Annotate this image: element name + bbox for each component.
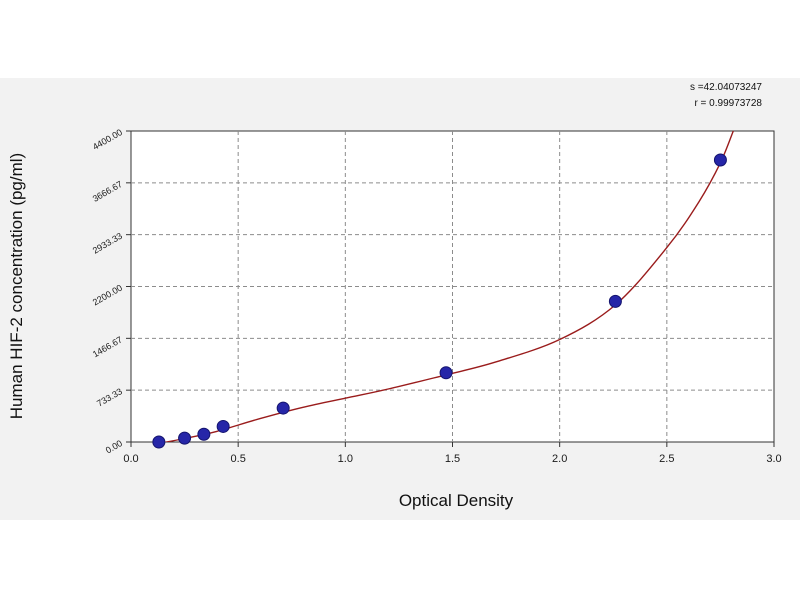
data-points (152, 153, 727, 449)
x-tick-label: 0.0 (123, 453, 138, 465)
data-point (713, 153, 727, 167)
y-axis-title: Human HIF-2 concentration (pg/ml) (7, 153, 26, 419)
x-tick-label: 1.0 (338, 453, 353, 465)
data-point (276, 401, 290, 415)
data-point (197, 427, 211, 441)
data-point (152, 435, 166, 449)
grid-lines (131, 131, 774, 442)
x-tick-label: 2.0 (552, 453, 567, 465)
fit-s-value: s =42.04073247 (690, 82, 762, 93)
x-axis-title: Optical Density (399, 491, 514, 510)
fit-r-value: r = 0.99973728 (694, 98, 762, 109)
data-point (178, 431, 192, 445)
x-tick-label: 1.5 (445, 453, 460, 465)
x-tick-label: 3.0 (766, 453, 781, 465)
data-point (216, 419, 230, 433)
x-tick-label: 0.5 (231, 453, 246, 465)
data-point (608, 294, 622, 308)
x-tick-label: 2.5 (659, 453, 674, 465)
data-point (439, 366, 453, 380)
